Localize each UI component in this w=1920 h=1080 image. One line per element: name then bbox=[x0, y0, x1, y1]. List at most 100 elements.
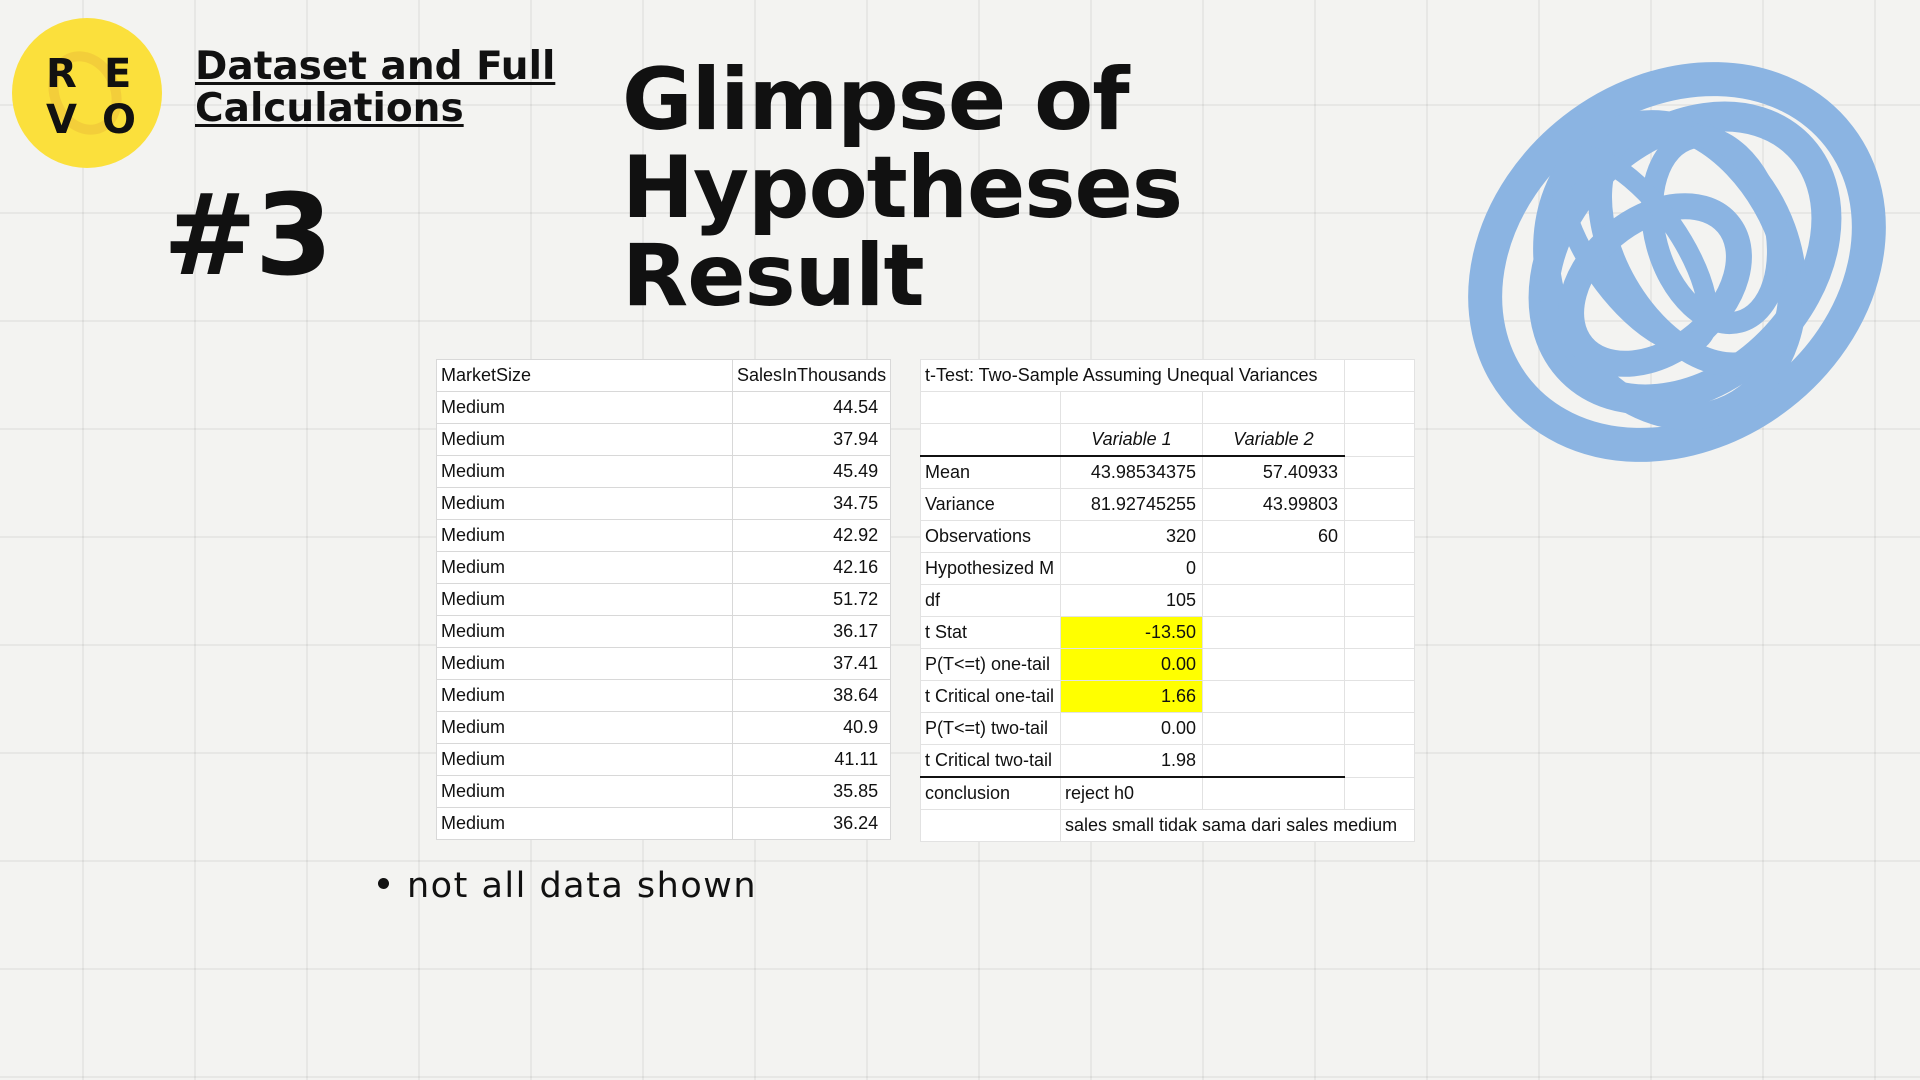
ttest-label: df bbox=[920, 584, 1061, 617]
marketsize-cell: Medium bbox=[436, 391, 733, 424]
logo-letter-e: E bbox=[104, 51, 132, 97]
marketsize-cell: Medium bbox=[436, 551, 733, 584]
empty-cell bbox=[920, 391, 1061, 424]
marketsize-cell: Medium bbox=[436, 807, 733, 840]
ttest-row: t Stat -13.50 bbox=[920, 616, 1415, 649]
marketsize-cell: Medium bbox=[436, 775, 733, 808]
table-row: Medium 42.92 bbox=[436, 519, 892, 552]
ttest-label: P(T<=t) two-tail bbox=[920, 712, 1061, 745]
table-row: Medium 37.94 bbox=[436, 423, 892, 456]
blue-scribble-decoration bbox=[1468, 62, 1886, 462]
table-row: Medium 35.85 bbox=[436, 775, 892, 808]
ttest-variable-1-value: 0.00 bbox=[1060, 712, 1203, 745]
marketsize-cell: Medium bbox=[436, 711, 733, 744]
table-row: Medium 41.11 bbox=[436, 743, 892, 776]
conclusion-note-row: sales small tidak sama dari sales medium bbox=[920, 809, 1415, 842]
empty-cell bbox=[1344, 712, 1415, 745]
sales-cell: 37.41 bbox=[731, 647, 892, 680]
ttest-row: P(T<=t) two-tail 0.00 bbox=[920, 712, 1415, 745]
table-row: Medium 51.72 bbox=[436, 583, 892, 616]
table-row: Medium 40.9 bbox=[436, 711, 892, 744]
ttest-title-row: t-Test: Two-Sample Assuming Unequal Vari… bbox=[920, 359, 1415, 392]
ttest-label: Mean bbox=[920, 455, 1061, 489]
ttest-label: t Critical two-tail bbox=[920, 744, 1061, 778]
marketsize-cell: Medium bbox=[436, 583, 733, 616]
empty-cell bbox=[1202, 776, 1345, 810]
table-row: Medium 42.16 bbox=[436, 551, 892, 584]
conclusion-note: sales small tidak sama dari sales medium bbox=[1060, 809, 1415, 842]
ttest-variable-2-value: 60 bbox=[1202, 520, 1345, 553]
empty-cell bbox=[920, 809, 1061, 842]
sales-cell: 45.49 bbox=[731, 455, 892, 488]
ttest-variable-2-value bbox=[1202, 744, 1345, 778]
marketsize-cell: Medium bbox=[436, 615, 733, 648]
sales-cell: 40.9 bbox=[731, 711, 892, 744]
ttest-label: Variance bbox=[920, 488, 1061, 521]
sales-cell: 41.11 bbox=[731, 743, 892, 776]
empty-cell bbox=[1344, 776, 1415, 810]
ttest-row: Variance 81.92745255 43.99803 bbox=[920, 488, 1415, 521]
ttest-variable-1-value: 1.98 bbox=[1060, 744, 1203, 778]
conclusion-value: reject h0 bbox=[1060, 776, 1203, 810]
ttest-variable-1-value: 320 bbox=[1060, 520, 1203, 553]
ttest-row: Observations 320 60 bbox=[920, 520, 1415, 553]
sales-cell: 51.72 bbox=[731, 583, 892, 616]
table-row: Medium 38.64 bbox=[436, 679, 892, 712]
empty-cell bbox=[1344, 391, 1415, 424]
empty-cell bbox=[1344, 423, 1415, 457]
conclusion-label: conclusion bbox=[920, 776, 1061, 810]
ttest-label: t Stat bbox=[920, 616, 1061, 649]
ttest-variable-1-value: 0.00 bbox=[1060, 648, 1203, 681]
empty-cell bbox=[1344, 488, 1415, 521]
title-line-3: Result bbox=[622, 226, 925, 326]
sales-cell: 42.92 bbox=[731, 519, 892, 552]
column-header-marketsize: MarketSize bbox=[436, 359, 733, 392]
ttest-row: t Critical one-tail 1.66 bbox=[920, 680, 1415, 713]
empty-cell bbox=[1344, 552, 1415, 585]
ttest-label: Hypothesized M bbox=[920, 552, 1061, 585]
ttest-variable-1-value: 0 bbox=[1060, 552, 1203, 585]
ttest-variable-2-value: 43.99803 bbox=[1202, 488, 1345, 521]
table-row: Medium 45.49 bbox=[436, 455, 892, 488]
page-title: Glimpse of Hypotheses Result bbox=[622, 56, 1183, 320]
ttest-header-row: Variable 1 Variable 2 bbox=[920, 423, 1415, 457]
title-line-2: Hypotheses bbox=[622, 138, 1183, 238]
ttest-variable-2-value bbox=[1202, 712, 1345, 745]
ttest-variable-2-value bbox=[1202, 584, 1345, 617]
note-bullet: not all data shown bbox=[378, 866, 757, 906]
ttest-label: P(T<=t) one-tail bbox=[920, 648, 1061, 681]
table-row: Medium 36.24 bbox=[436, 807, 892, 840]
marketsize-cell: Medium bbox=[436, 679, 733, 712]
ttest-label: t Critical one-tail bbox=[920, 680, 1061, 713]
sales-cell: 38.64 bbox=[731, 679, 892, 712]
ttest-variable-2-value bbox=[1202, 552, 1345, 585]
ttest-variable-1-value: 1.66 bbox=[1060, 680, 1203, 713]
bullet-dot bbox=[378, 877, 389, 889]
sales-cell: 44.54 bbox=[731, 391, 892, 424]
marketsize-cell: Medium bbox=[436, 647, 733, 680]
ttest-variable-2-value: 57.40933 bbox=[1202, 455, 1345, 489]
note-text: not all data shown bbox=[407, 866, 758, 906]
empty-cell bbox=[1344, 744, 1415, 778]
ttest-variable-1-value: 81.92745255 bbox=[1060, 488, 1203, 521]
empty-cell bbox=[1344, 455, 1415, 489]
marketsize-cell: Medium bbox=[436, 487, 733, 520]
empty-cell bbox=[1060, 391, 1203, 424]
sales-cell: 37.94 bbox=[731, 423, 892, 456]
empty-cell bbox=[1202, 391, 1345, 424]
ttest-label: Observations bbox=[920, 520, 1061, 553]
dataset-link[interactable]: Dataset and Full Calculations bbox=[195, 44, 556, 131]
ttest-variable-1-value: -13.50 bbox=[1060, 616, 1203, 649]
table-row: Medium 34.75 bbox=[436, 487, 892, 520]
marketsize-cell: Medium bbox=[436, 455, 733, 488]
conclusion-row: conclusion reject h0 bbox=[920, 776, 1415, 810]
revo-logo: R E V O bbox=[12, 18, 162, 168]
empty-cell bbox=[920, 423, 1061, 457]
marketsize-cell: Medium bbox=[436, 519, 733, 552]
ttest-title: t-Test: Two-Sample Assuming Unequal Vari… bbox=[920, 359, 1345, 392]
dataset-header-row: MarketSize SalesInThousands bbox=[436, 359, 892, 392]
logo-letter-r: R bbox=[46, 51, 77, 97]
table-row: Medium 37.41 bbox=[436, 647, 892, 680]
empty-cell bbox=[1344, 584, 1415, 617]
